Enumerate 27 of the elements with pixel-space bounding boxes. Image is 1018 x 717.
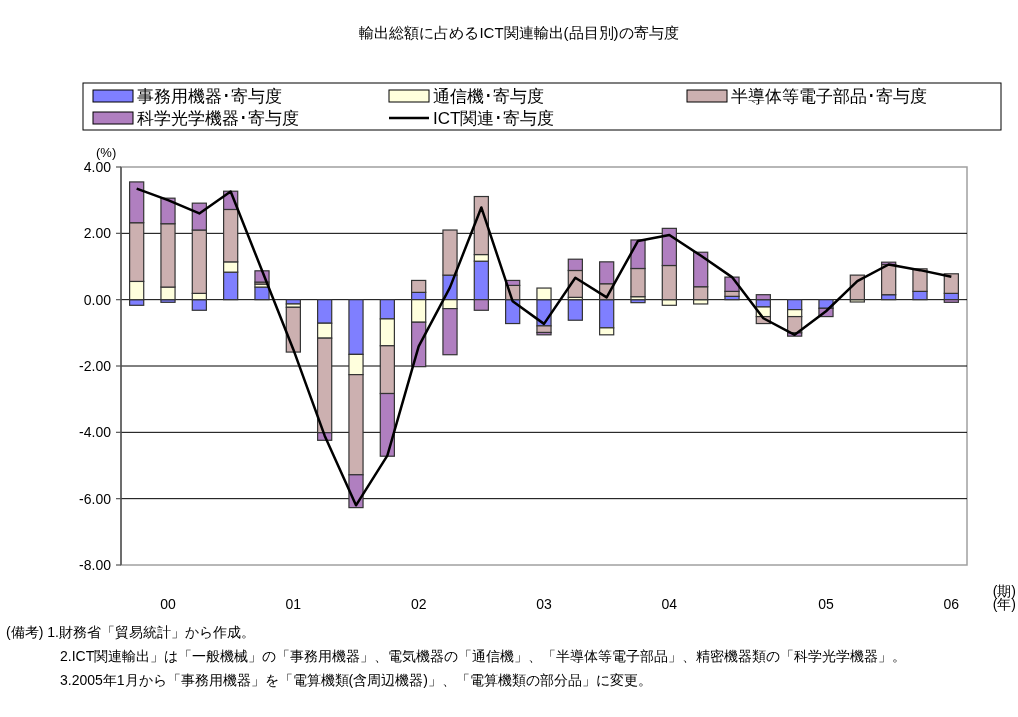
y-tick-label: 4.00 bbox=[83, 159, 112, 175]
text: 2.ICT関連輸出」は「一般機械」の「事務用機器」、電気機器の「通信機」、「半導体等電子部品」、精密機器類の「科学光学機器」。 bbox=[60, 648, 907, 664]
x-tick-label: 06 bbox=[943, 596, 960, 612]
y-tick-label: -2.00 bbox=[79, 358, 112, 374]
legend-label: 通信機･寄与度 bbox=[433, 87, 544, 106]
bar bbox=[567, 299, 583, 321]
x-tick-label: 02 bbox=[410, 596, 427, 612]
x-tick-label: 05 bbox=[818, 596, 834, 612]
x-tick-label: 03 bbox=[536, 596, 552, 612]
x-tick-label: 04 bbox=[661, 596, 678, 612]
x-tick-label: 00 bbox=[160, 596, 176, 612]
y-tick-label: -8.00 bbox=[79, 557, 112, 573]
text: 3.2005年1月から「事務用機器」を「電算機類(含周辺機器)」、「電算機類の部分品」に変更。 bbox=[60, 672, 652, 688]
chart-title: 輸出総額に占めるICT関連輸出(品目別)の寄与度 bbox=[359, 24, 679, 41]
legend-label: ICT関連･寄与度 bbox=[433, 109, 555, 128]
legend-label: 半導体等電子部品･寄与度 bbox=[731, 87, 927, 106]
x-tick-label: 01 bbox=[285, 596, 302, 612]
y-tick-label: 0.00 bbox=[83, 291, 112, 308]
legend-label: 科学光学機器･寄与度 bbox=[137, 109, 299, 128]
y-tick-label: -4.00 bbox=[79, 424, 112, 441]
bar bbox=[285, 306, 301, 353]
y-tick-label: 2.00 bbox=[83, 225, 112, 242]
y-tick-label: -6.00 bbox=[79, 490, 112, 507]
y-axis-title: (%) bbox=[96, 145, 117, 160]
text: (備考) 1.財務省「貿易統計」から作成。 bbox=[6, 624, 255, 640]
legend-label: 事務用機器･寄与度 bbox=[137, 87, 282, 106]
text: (期) bbox=[992, 583, 1016, 599]
